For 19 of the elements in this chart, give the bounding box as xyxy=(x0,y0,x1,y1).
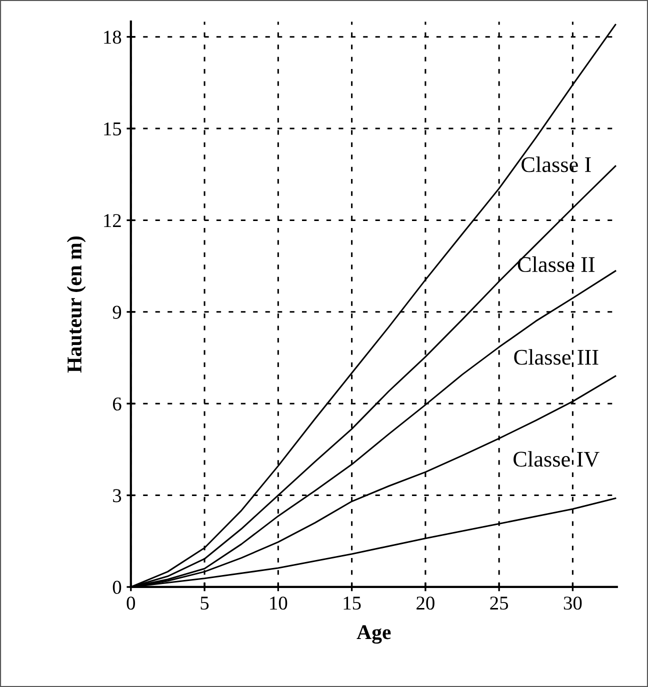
x-tick-label: 5 xyxy=(200,596,209,610)
x-tick-label: 10 xyxy=(270,596,288,610)
x-tick-label: 20 xyxy=(416,596,434,610)
x-tick-label: 15 xyxy=(344,596,361,610)
x-tick-label: 0 xyxy=(126,596,136,610)
y-tick-label: 9 xyxy=(112,306,122,319)
x-axis-title: Age xyxy=(356,625,391,644)
y-axis-title: Hauteur (en m) xyxy=(66,236,86,373)
y-tick-label: 3 xyxy=(113,489,122,502)
y-tick-label: 18 xyxy=(104,30,122,44)
annotation: Classe I xyxy=(522,156,591,172)
y-tick-label: 6 xyxy=(112,397,122,411)
y-tick-label: 0 xyxy=(112,580,122,594)
annotation: Classe III xyxy=(514,349,598,365)
y-tick-label: 15 xyxy=(104,122,122,136)
x-tick-label: 25 xyxy=(490,596,508,610)
x-tick-label: 30 xyxy=(564,596,582,610)
annotation: Classe IV xyxy=(514,451,600,467)
y-tick-label: 12 xyxy=(104,214,121,227)
